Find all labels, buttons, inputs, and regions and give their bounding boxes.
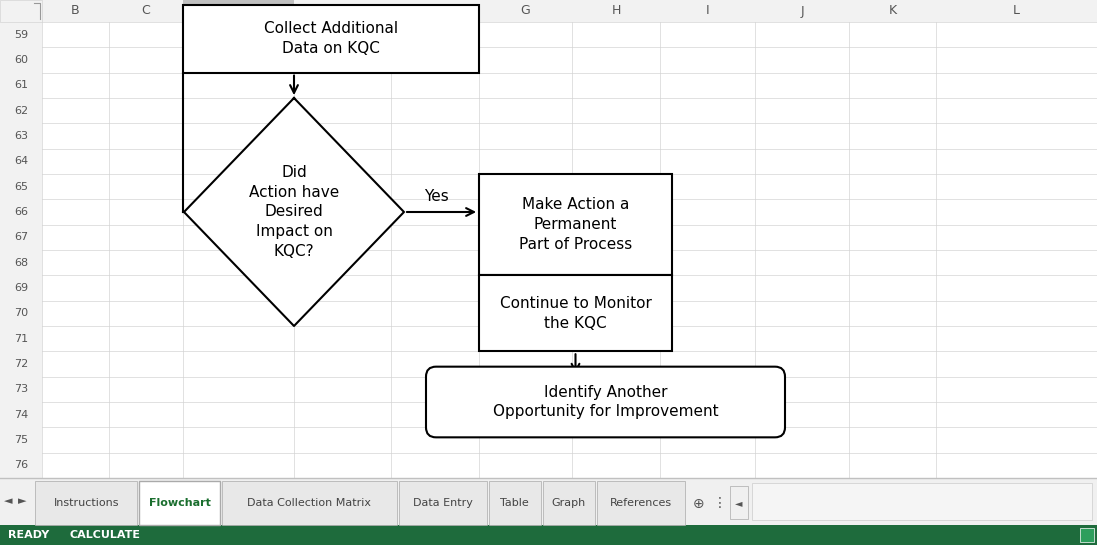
Text: F: F — [431, 4, 439, 17]
Text: J: J — [800, 4, 804, 17]
Text: Continue to Monitor
the KQC: Continue to Monitor the KQC — [499, 296, 652, 331]
Text: K: K — [889, 4, 896, 17]
Bar — [1081, 528, 1094, 542]
Text: 72: 72 — [14, 359, 29, 369]
Bar — [398, 481, 487, 525]
Text: References: References — [610, 499, 671, 508]
Text: I: I — [705, 4, 710, 17]
Text: 61: 61 — [14, 80, 29, 90]
Bar — [0, 525, 1097, 545]
Text: 64: 64 — [14, 156, 29, 166]
Text: D: D — [234, 4, 244, 17]
Bar — [0, 0, 42, 545]
Text: 60: 60 — [14, 55, 29, 65]
Text: E: E — [339, 4, 347, 17]
Text: ⋮: ⋮ — [713, 496, 726, 511]
Text: 73: 73 — [14, 384, 29, 395]
Bar — [183, 0, 294, 22]
Text: 74: 74 — [14, 410, 29, 420]
Bar — [730, 486, 747, 519]
Bar — [597, 481, 685, 525]
Text: 69: 69 — [14, 283, 29, 293]
Text: Graph: Graph — [552, 499, 586, 508]
Bar — [479, 275, 672, 352]
Text: G: G — [521, 4, 530, 17]
Text: 75: 75 — [14, 435, 29, 445]
Text: 66: 66 — [14, 207, 29, 217]
Text: 76: 76 — [14, 461, 29, 470]
Bar — [223, 481, 397, 525]
Bar — [543, 481, 595, 525]
Text: ◄: ◄ — [735, 499, 743, 508]
Bar — [0, 478, 1097, 525]
Text: 62: 62 — [14, 106, 29, 116]
Text: 68: 68 — [14, 258, 29, 268]
Text: H: H — [611, 4, 621, 17]
Text: Collect Additional
Data on KQC: Collect Additional Data on KQC — [264, 21, 398, 56]
Text: Flowchart: Flowchart — [149, 499, 211, 508]
Text: Yes: Yes — [425, 189, 449, 204]
Text: Instructions: Instructions — [54, 499, 118, 508]
Bar — [139, 481, 220, 525]
Bar — [488, 481, 541, 525]
Bar — [0, 0, 1097, 22]
Text: B: B — [71, 4, 80, 17]
Text: 70: 70 — [14, 308, 29, 318]
Text: READY: READY — [8, 530, 49, 540]
Text: 71: 71 — [14, 334, 29, 344]
Bar — [35, 481, 137, 525]
FancyBboxPatch shape — [426, 367, 785, 437]
Text: 65: 65 — [14, 181, 29, 192]
Text: L: L — [1013, 4, 1020, 17]
Bar — [479, 174, 672, 275]
Text: ◄: ◄ — [3, 496, 12, 506]
Bar — [751, 483, 1092, 520]
Bar — [0, 0, 42, 22]
Text: ►: ► — [18, 496, 26, 506]
Text: 59: 59 — [14, 29, 29, 40]
Bar — [183, 5, 479, 72]
Text: Data Entry: Data Entry — [412, 499, 473, 508]
Text: ⊕: ⊕ — [693, 496, 704, 511]
Text: C: C — [142, 4, 150, 17]
Text: 67: 67 — [14, 232, 29, 243]
Text: Data Collection Matrix: Data Collection Matrix — [248, 499, 372, 508]
Text: Table: Table — [500, 499, 529, 508]
Text: Identify Another
Opportunity for Improvement: Identify Another Opportunity for Improve… — [493, 385, 719, 420]
Polygon shape — [184, 98, 404, 326]
Text: CALCULATE: CALCULATE — [70, 530, 142, 540]
Text: 63: 63 — [14, 131, 29, 141]
Text: Did
Action have
Desired
Impact on
KQC?: Did Action have Desired Impact on KQC? — [249, 165, 339, 259]
Text: Make Action a
Permanent
Part of Process: Make Action a Permanent Part of Process — [519, 197, 632, 252]
